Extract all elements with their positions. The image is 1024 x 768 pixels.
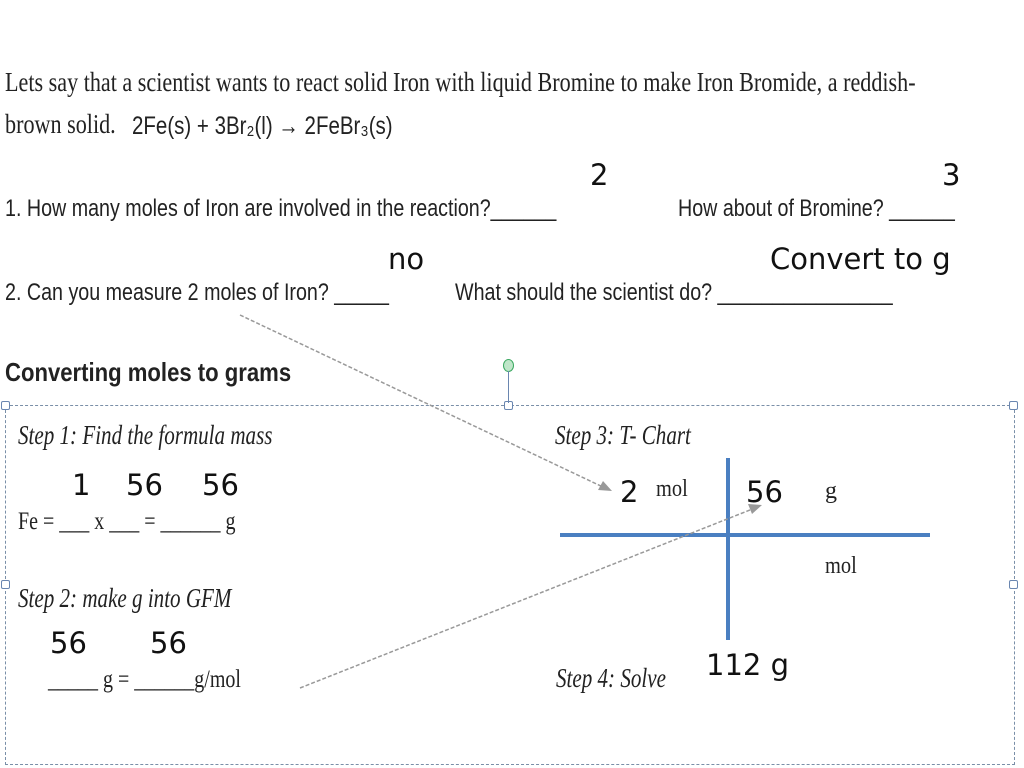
t-chart-top-right-value: 56 — [746, 475, 783, 509]
arrow-to-grams — [299, 507, 756, 689]
arrow-head-icon — [598, 481, 612, 491]
arrow-head-icon — [748, 504, 762, 514]
question-1: 1. How many moles of Iron are involved i… — [5, 195, 557, 222]
resize-handle[interactable] — [1, 580, 10, 589]
step-1-answer-total: 56 — [202, 468, 239, 502]
question-2: 2. Can you measure 2 moles of Iron? ____… — [5, 279, 389, 306]
answer-measure: no — [388, 242, 425, 276]
answer-bromine-moles: 3 — [942, 158, 961, 192]
question-2-part-2: What should the scientist do? __________… — [455, 279, 893, 306]
answer-convert: Convert to g — [770, 242, 951, 276]
question-1-part-2: How about of Bromine? ______ — [678, 195, 955, 222]
answer-iron-moles: 2 — [590, 158, 609, 192]
step-2-answer-gfm: 56 — [150, 626, 187, 660]
resize-handle[interactable] — [1009, 401, 1018, 410]
resize-handle[interactable] — [1, 401, 10, 410]
step-1-answer-mass: 56 — [126, 468, 163, 502]
step-4-title: Step 4: Solve — [556, 663, 666, 693]
t-chart-bottom-right-unit: mol — [825, 553, 857, 579]
step-1-title: Step 1: Find the formula mass — [18, 420, 273, 450]
step-1-formula: Fe = ___ x ___ = ______ g — [18, 508, 236, 535]
t-chart-top-right-unit: g — [825, 478, 837, 504]
step-2-formula: _____ g = ______g/mol — [48, 666, 241, 693]
step-4-answer: 112 g — [706, 648, 789, 682]
intro-line-1: Lets say that a scientist wants to react… — [5, 67, 916, 97]
section-heading: Converting moles to grams — [5, 357, 292, 387]
intro-line-2: brown solid. — [5, 109, 116, 139]
step-2-answer-grams: 56 — [50, 626, 87, 660]
step-2-title: Step 2: make g into GFM — [18, 583, 232, 613]
step-3-title: Step 3: T- Chart — [555, 420, 691, 450]
t-chart-top-left-value: 2 — [620, 475, 639, 509]
t-chart-top-left-unit: mol — [656, 476, 688, 502]
reaction-equation: 2Fe(s) + 3Br₂(l) → 2FeBr₃(s) — [132, 112, 393, 140]
arrow-to-mol — [239, 314, 606, 489]
rotate-handle-stem — [508, 371, 509, 403]
resize-handle[interactable] — [1009, 580, 1018, 589]
step-1-answer-count: 1 — [72, 468, 91, 502]
